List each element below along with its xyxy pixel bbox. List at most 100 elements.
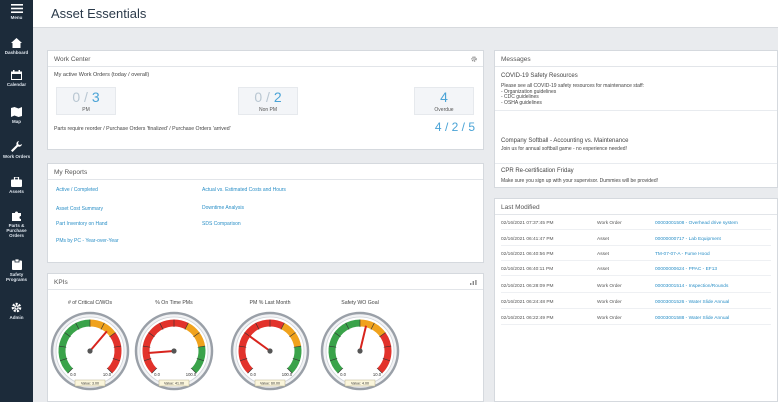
- modified-time: 02/16/2021 07:37:45 PM: [501, 221, 554, 226]
- gauge-tick: [292, 358, 301, 362]
- gauge-readout-box: [74, 379, 106, 387]
- modified-time: 02/16/2021 06:24:48 PM: [501, 300, 554, 305]
- report-link[interactable]: PMs by PC - Year-over-Year: [56, 238, 119, 244]
- gauge-tick: [112, 358, 121, 362]
- parts-arrived[interactable]: 5: [468, 120, 475, 134]
- sidebar-item-safety[interactable]: Safety Programs: [0, 259, 33, 282]
- report-link[interactable]: SDS Comparison: [202, 221, 241, 227]
- sidebar-item-label: Calendar: [6, 82, 27, 87]
- sidebar-item-label: Dashboard: [4, 50, 29, 55]
- message-line: - Organization guidelines: [501, 88, 557, 95]
- pm-stat[interactable]: 0 / 3 PM: [56, 87, 116, 115]
- list-item: 02/16/2021 06:28:09 PM Work Order 00003001…: [501, 281, 771, 293]
- hamburger-icon: [10, 4, 23, 13]
- overdue-value[interactable]: 4: [440, 89, 448, 105]
- parts-finalized[interactable]: 2: [451, 120, 459, 134]
- message-title[interactable]: CPR Re-certification Friday: [501, 168, 574, 174]
- message-line: Please see all COVID-19 safety resources…: [501, 83, 645, 89]
- last-modified-panel: Last Modified 02/16/2021 07:37:45 PM Work…: [494, 198, 778, 402]
- modified-time: 02/16/2021 06:28:09 PM: [501, 284, 554, 289]
- gauge-min: 0.0: [70, 372, 76, 377]
- map-icon: [11, 107, 22, 117]
- page-title: Asset Essentials: [51, 6, 147, 21]
- gauge-max: 10.0: [373, 372, 382, 377]
- sidebar-item-label: Safety Programs: [5, 272, 27, 282]
- nonpm-today: 0: [254, 89, 263, 105]
- work-center-subtitle: My active Work Orders (today / overall): [54, 72, 150, 78]
- gauge-hub: [357, 348, 363, 354]
- report-link[interactable]: Part Inventory on Hand: [56, 221, 108, 227]
- modified-link[interactable]: TM-07-07-A - Fume Hood: [655, 252, 710, 257]
- modified-link[interactable]: 00000000717 - Lab Equipment: [655, 237, 721, 242]
- menu-button[interactable]: Menu: [0, 4, 33, 20]
- gear-icon[interactable]: [471, 56, 477, 62]
- gauge[interactable]: 0.0 100.0 Value: 60.00: [228, 308, 312, 400]
- gauge-hub: [171, 348, 177, 354]
- gauge-tick: [59, 358, 68, 362]
- gauge-tick: [143, 358, 152, 362]
- gauge-tick: [337, 367, 344, 374]
- sidebar-item-calendar[interactable]: Calendar: [0, 70, 33, 87]
- sidebar-item-label: Admin: [9, 315, 24, 320]
- modified-time: 02/16/2021 06:22:49 PM: [501, 316, 554, 321]
- gauge-tick: [151, 367, 158, 374]
- sidebar-item-label: Work Orders: [2, 154, 31, 159]
- work-center-title: Work Center: [54, 56, 91, 63]
- gauge-readout-box: [254, 379, 286, 387]
- gauge-title: PM % Last Month: [249, 300, 291, 306]
- sidebar-item-work-orders[interactable]: Work Orders: [0, 141, 33, 159]
- gauge-needle: [359, 325, 368, 352]
- sidebar-item-dashboard[interactable]: Dashboard: [0, 38, 33, 55]
- gauge-tick: [190, 367, 197, 374]
- gauge-needle: [148, 350, 175, 355]
- modified-link[interactable]: 00003001526 - Water Slide Annual: [655, 300, 730, 305]
- modified-time: 02/16/2021 06:40:56 PM: [501, 252, 554, 257]
- message-body: Join us for annual softball game - no ex…: [501, 146, 627, 153]
- list-item: 02/16/2021 06:24:48 PM Work Order 00003001…: [501, 297, 771, 309]
- messages-title: Messages: [501, 56, 531, 63]
- gauge-tick: [329, 358, 338, 362]
- gauge-tick: [334, 332, 341, 338]
- puzzle-icon: [12, 211, 21, 221]
- modified-link[interactable]: 00000000624 - PPAC - EF13: [655, 267, 718, 272]
- message-title[interactable]: COVID-19 Safety Resources: [501, 73, 578, 79]
- gauge-readout: Value: 4.00: [351, 382, 369, 386]
- gauge-band: [377, 332, 392, 374]
- gauge-tick: [197, 345, 206, 348]
- gauge-title: # of Critical C/WOs: [67, 300, 113, 306]
- report-link[interactable]: Actual vs. Estimated Costs and Hours: [202, 187, 286, 193]
- modified-type: Asset: [597, 252, 609, 257]
- gauge-tick: [255, 322, 260, 330]
- nonpm-stat[interactable]: 0 / 2 Non PM: [238, 87, 298, 115]
- list-item: 02/16/2021 06:40:11 PM Asset 00000000624 -…: [501, 264, 771, 276]
- sidebar-item-admin[interactable]: Admin: [0, 302, 33, 320]
- report-link[interactable]: Asset Cost Summary: [56, 206, 103, 212]
- gauge-tick: [289, 332, 296, 338]
- gauge-band: [58, 319, 91, 374]
- gauge-title: % On Time PMs: [155, 300, 193, 306]
- gauge-readout: Value: 60.00: [260, 382, 280, 386]
- overdue-stat[interactable]: 4 Overdue: [414, 87, 474, 115]
- gauge[interactable]: 0.0 10.0 Value: 4.00: [318, 308, 402, 400]
- report-link[interactable]: Downtime Analysis: [202, 205, 244, 211]
- sidebar-item-map[interactable]: Map: [0, 107, 33, 124]
- nonpm-overall[interactable]: 2: [273, 89, 282, 105]
- gauge-tick: [159, 322, 164, 330]
- gauge-tick: [239, 358, 248, 362]
- parts-reorder[interactable]: 4: [434, 120, 442, 134]
- report-link[interactable]: Active / Completed: [56, 187, 98, 193]
- modified-link[interactable]: 00003001588 - Water Slide Annual: [655, 316, 730, 321]
- modified-link[interactable]: 00003001514 - Inspection/Rounds: [655, 284, 729, 289]
- sidebar-item-parts[interactable]: Parts & Purchase Orders: [0, 210, 33, 238]
- pm-overall[interactable]: 3: [91, 89, 100, 105]
- message-title[interactable]: Company Softball - Accounting vs. Mainte…: [501, 138, 629, 144]
- chart-icon[interactable]: [470, 280, 477, 285]
- gauge[interactable]: 0.0 10.0 Value: 3.00: [48, 308, 132, 400]
- gauge[interactable]: 0.0 100.0 Value: 41.00: [132, 308, 216, 400]
- sidebar-item-assets[interactable]: Assets: [0, 177, 33, 194]
- kpis-title: KPIs: [54, 279, 68, 286]
- reports-title: My Reports: [54, 169, 88, 176]
- modified-link[interactable]: 00003001508 - Overhead drive system: [655, 221, 738, 226]
- gauge-tick: [113, 345, 122, 348]
- kpis-panel: KPIs # of Critical C/WOs 0.0 10.0 Value: 3.…: [47, 273, 484, 402]
